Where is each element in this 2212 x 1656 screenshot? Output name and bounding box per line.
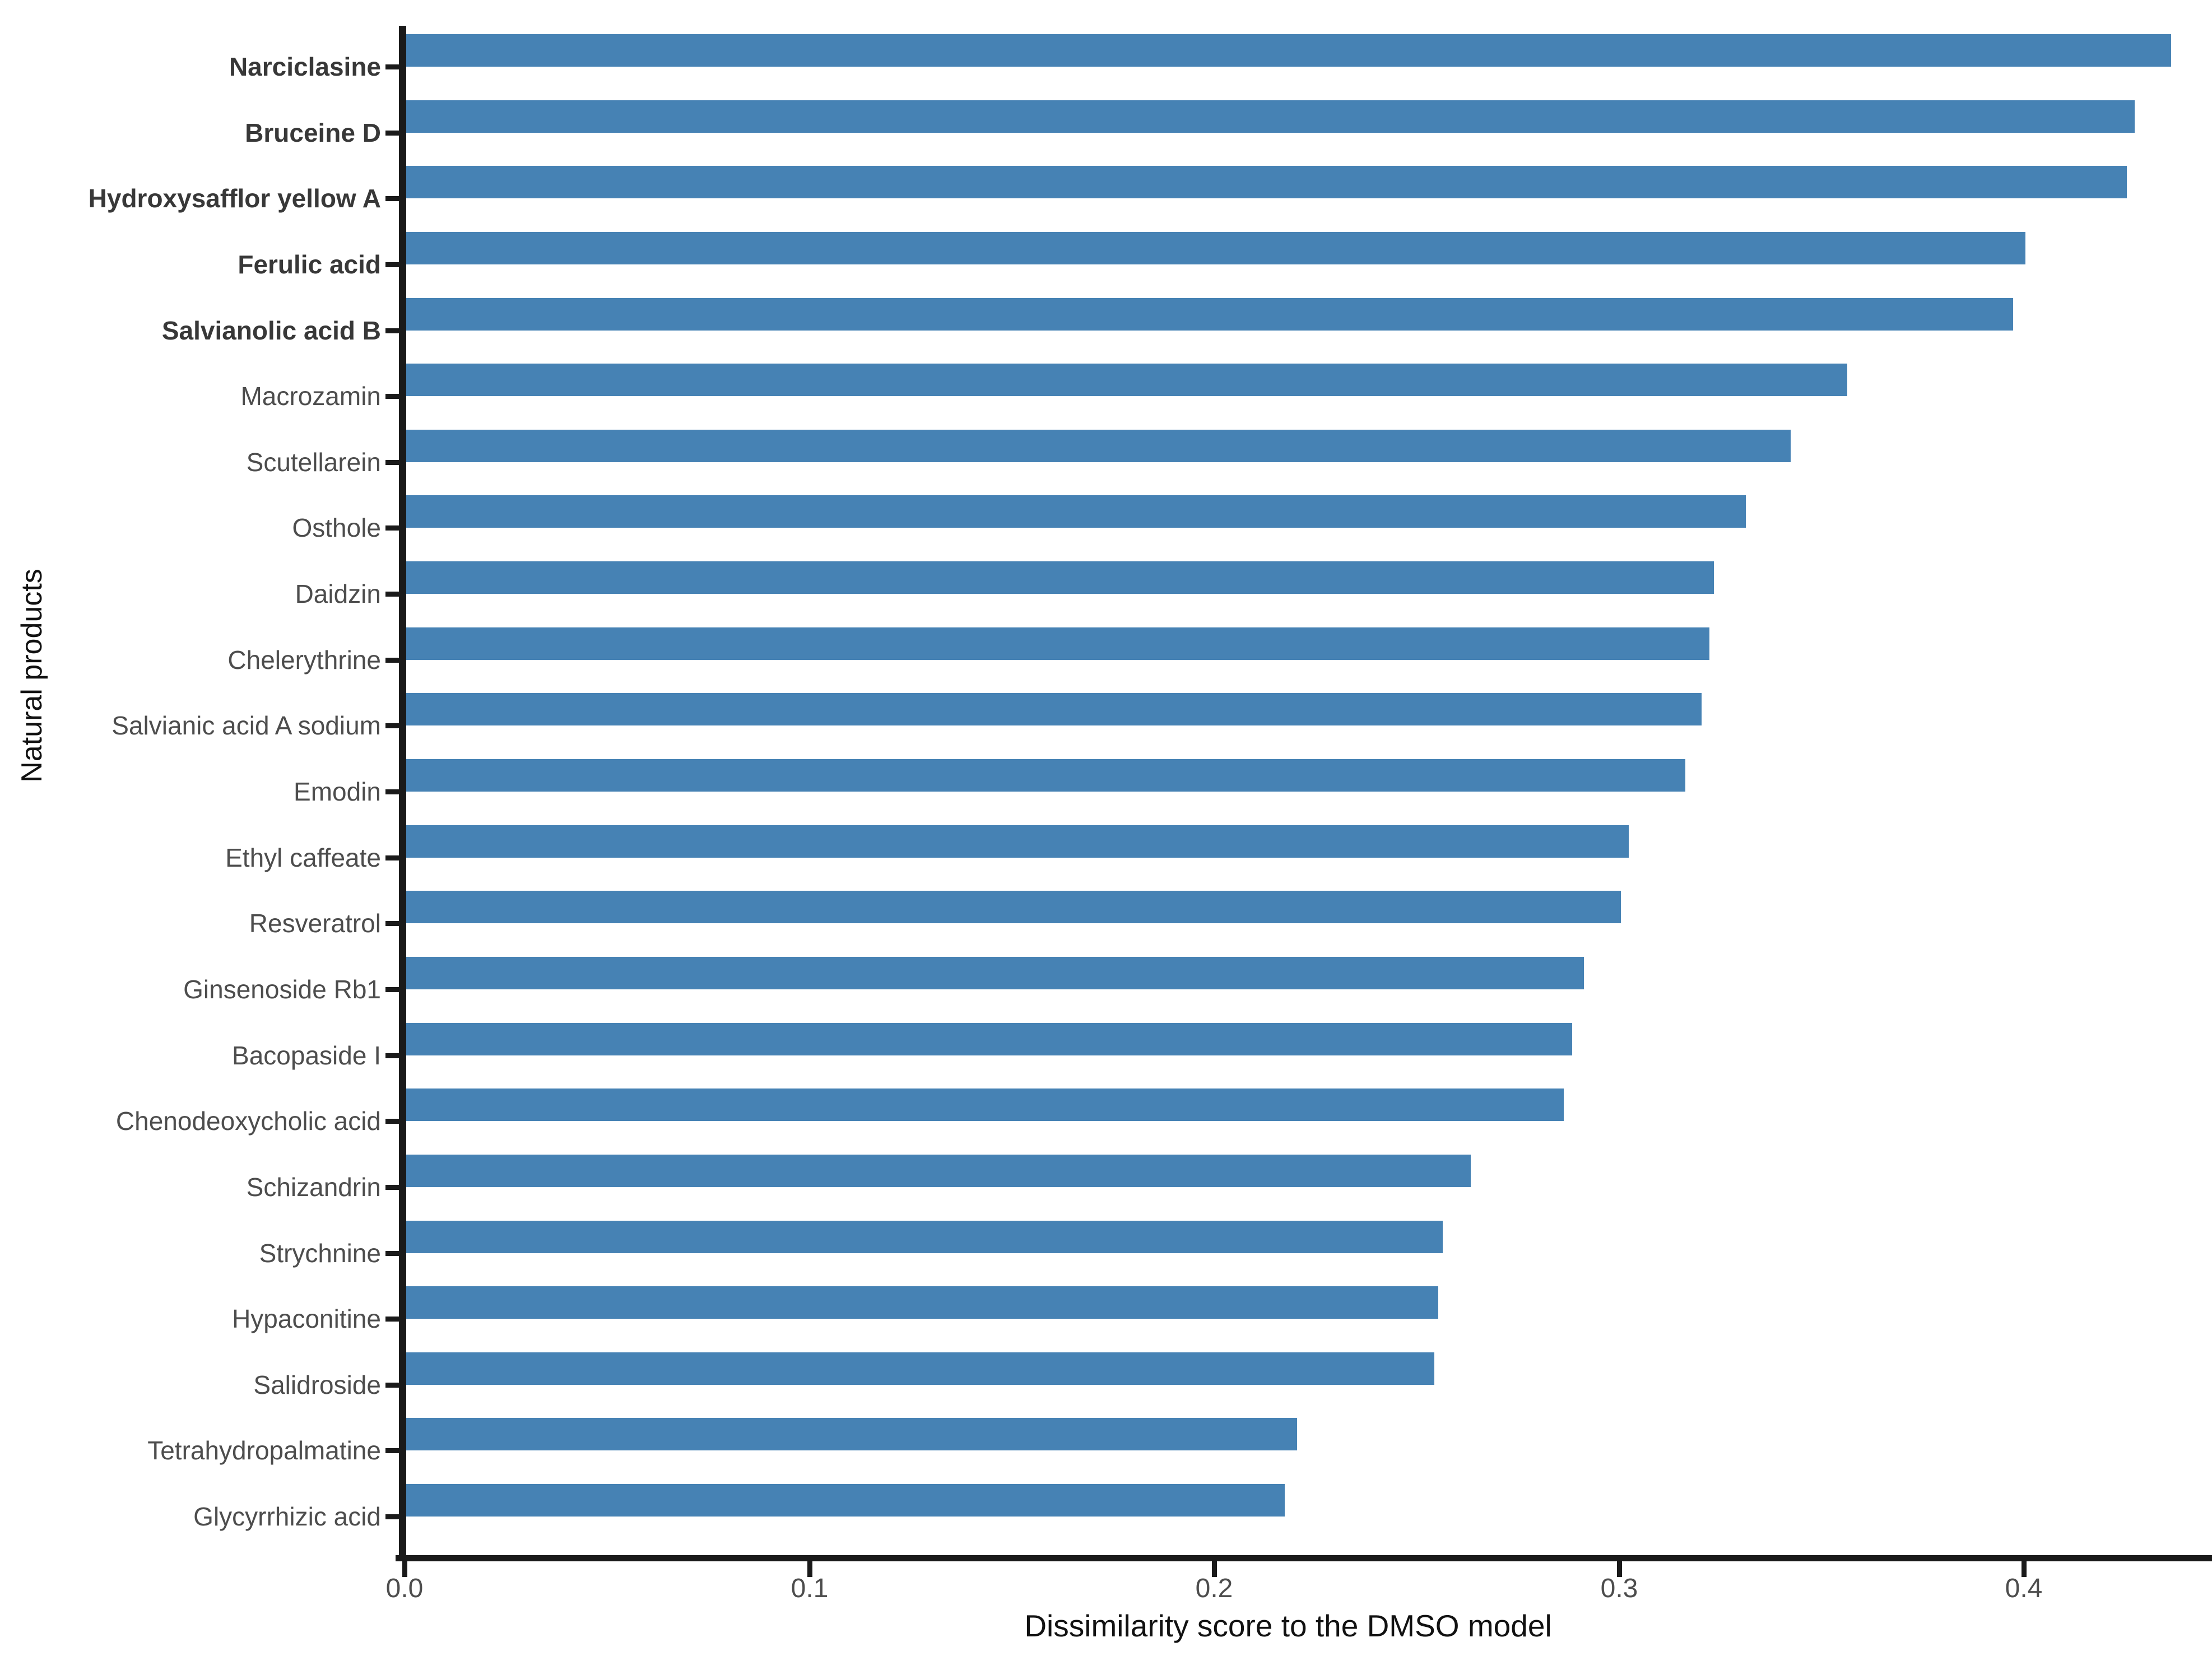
y-axis-line — [399, 26, 406, 1561]
bar — [406, 298, 2013, 331]
category-label: Bruceine D — [245, 118, 381, 147]
bar — [406, 1484, 1285, 1517]
bar — [406, 1089, 1564, 1121]
bar — [406, 957, 1584, 989]
y-axis-tick — [385, 262, 399, 267]
x-axis-tick-label: 0.2 — [1195, 1574, 1233, 1603]
category-label: Hydroxysafflor yellow A — [88, 184, 381, 213]
bar — [406, 1023, 1572, 1055]
category-label: Resveratrol — [249, 909, 381, 938]
category-label: Salvianolic acid B — [161, 316, 381, 345]
category-label: Ginsenoside Rb1 — [183, 975, 381, 1004]
category-label: Scutellarein — [246, 448, 381, 477]
x-axis-tick-label: 0.0 — [385, 1574, 424, 1603]
bar — [406, 1418, 1297, 1450]
bar — [406, 1155, 1471, 1187]
y-axis-tick — [385, 789, 399, 794]
category-label: Bacopaside I — [232, 1041, 381, 1070]
y-axis-tick — [385, 394, 399, 399]
y-axis-tick — [385, 1317, 399, 1322]
y-axis-tick — [385, 1448, 399, 1453]
bar — [406, 364, 1847, 396]
category-label: Salvianic acid A sodium — [111, 711, 381, 740]
y-axis-tick — [385, 1383, 399, 1388]
y-axis-tick — [385, 64, 399, 69]
x-axis-tick — [807, 1561, 812, 1577]
category-label: Schizandrin — [246, 1173, 381, 1202]
y-axis-tick — [385, 196, 399, 201]
y-axis-tick — [385, 131, 399, 136]
y-axis-tick — [385, 855, 399, 860]
x-axis-tick — [402, 1561, 407, 1577]
bar — [406, 166, 2127, 198]
y-axis-tick — [385, 525, 399, 531]
y-axis-tick — [385, 1514, 399, 1519]
bar — [406, 561, 1714, 594]
bar — [406, 430, 1791, 462]
category-label: Osthole — [292, 513, 381, 542]
bar — [406, 1352, 1434, 1385]
bar — [406, 693, 1702, 725]
x-axis-tick — [1617, 1561, 1622, 1577]
bar — [406, 627, 1709, 660]
y-axis-tick — [385, 723, 399, 728]
category-label: Chenodeoxycholic acid — [115, 1106, 381, 1136]
x-axis-tick — [1212, 1561, 1217, 1577]
bar — [406, 100, 2135, 133]
bar — [406, 34, 2171, 67]
x-axis-line — [396, 1555, 2212, 1561]
bar — [406, 232, 2025, 264]
y-axis-tick — [385, 1119, 399, 1124]
category-label: Strychnine — [259, 1239, 381, 1268]
x-axis-tick-label: 0.4 — [2005, 1574, 2043, 1603]
category-label: Macrozamin — [240, 382, 381, 411]
y-axis-tick — [385, 1251, 399, 1256]
category-label: Hypaconitine — [232, 1304, 381, 1333]
y-axis-tick — [385, 328, 399, 333]
bar — [406, 759, 1685, 792]
bar — [406, 1221, 1443, 1253]
category-label: Daidzin — [295, 579, 381, 608]
category-label: Salidroside — [253, 1370, 381, 1399]
category-label: Chelerythrine — [227, 645, 381, 675]
x-axis-title: Dissimilarity score to the DMSO model — [1024, 1608, 1552, 1643]
y-axis-tick — [385, 987, 399, 992]
category-label: Glycyrrhizic acid — [193, 1502, 381, 1531]
x-axis-tick-label: 0.1 — [791, 1574, 829, 1603]
category-label: Ferulic acid — [238, 250, 381, 279]
category-label: Tetrahydropalmatine — [147, 1436, 381, 1465]
x-axis-tick-label: 0.3 — [1600, 1574, 1638, 1603]
y-axis-tick — [385, 1053, 399, 1058]
bar — [406, 1286, 1438, 1319]
y-axis-tick — [385, 921, 399, 926]
y-axis-tick — [385, 460, 399, 465]
category-label: Narciclasine — [229, 52, 381, 81]
bar — [406, 495, 1746, 528]
category-label: Ethyl caffeate — [225, 843, 381, 872]
category-label: Emodin — [294, 777, 381, 806]
x-axis-tick — [2022, 1561, 2027, 1577]
bar — [406, 891, 1621, 923]
bar — [406, 825, 1629, 858]
y-axis-tick — [385, 1185, 399, 1190]
y-axis-tick — [385, 592, 399, 597]
y-axis-tick — [385, 658, 399, 663]
